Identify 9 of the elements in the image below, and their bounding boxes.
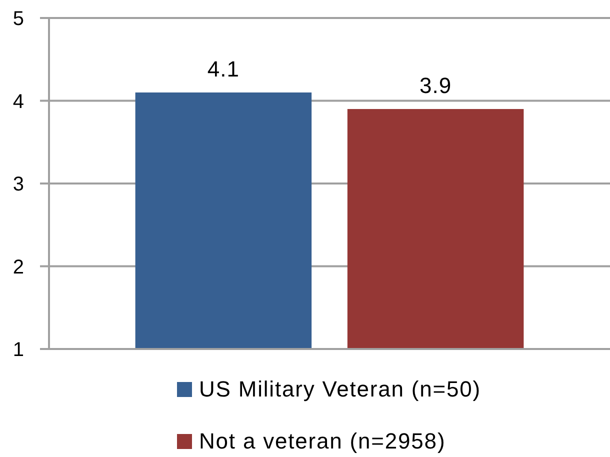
y-tick-label: 1 [12,339,24,361]
legend-label: Not a veteran (n=2958) [199,428,446,454]
y-tick-label: 5 [12,8,24,30]
legend-label: US Military Veteran (n=50) [199,376,482,402]
y-tick-label: 2 [12,256,24,278]
y-tick-label: 3 [12,174,24,196]
data-label: 4.1 [207,56,240,82]
data-label: 3.9 [420,73,452,98]
y-tick-label: 4 [12,90,24,113]
